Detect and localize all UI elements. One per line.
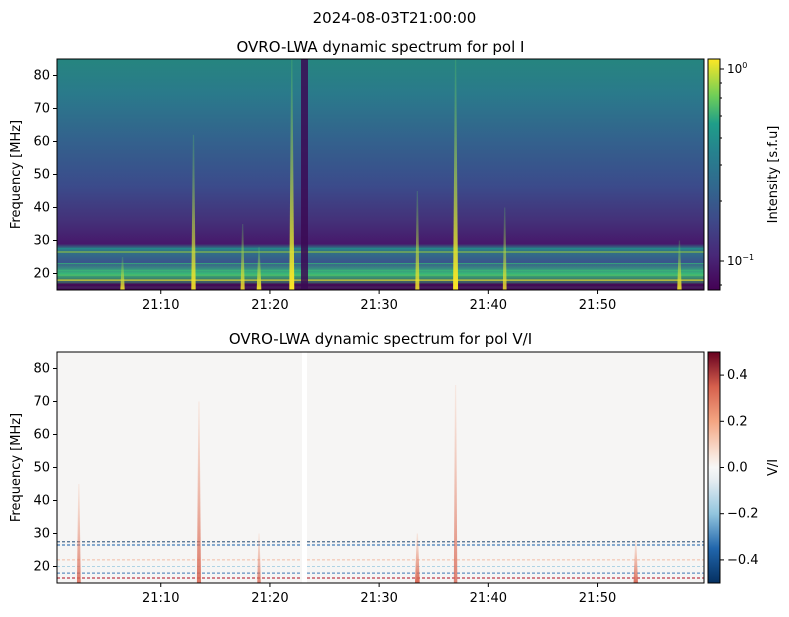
polarization-y-tick-label: 70: [33, 395, 50, 410]
intensity-burst: [240, 224, 245, 290]
intensity-y-tick-label: 50: [33, 168, 50, 183]
polarization-x-tick-label: 21:30: [360, 591, 397, 606]
polarization-rfi-bands: [57, 541, 704, 579]
intensity-heatmap-background: [57, 59, 704, 290]
polarization-data-gap: [302, 352, 307, 583]
polarization-colorbar-tick-label: 0.0: [727, 461, 748, 476]
intensity-burst: [256, 247, 262, 290]
polarization-burst: [415, 533, 420, 583]
intensity-y-tick-label: 30: [33, 234, 50, 249]
polarization-burst: [257, 533, 261, 583]
polarization-heatmap: [57, 352, 704, 583]
intensity-burst: [677, 240, 682, 290]
intensity-burst: [502, 207, 507, 290]
intensity-y-axis-label: Frequency [MHz]: [9, 120, 24, 229]
intensity-data-gap: [301, 59, 308, 290]
polarization-y-axis-label: Frequency [MHz]: [9, 413, 24, 522]
panel-polarization: OVRO-LWA dynamic spectrum for pol V/I 20…: [9, 330, 781, 606]
polarization-colorbar: 0.4 0.2 0.0 −0.2 −0.4 V/I: [707, 351, 781, 584]
intensity-burst: [453, 59, 459, 290]
intensity-y-tick-label: 20: [33, 267, 50, 282]
polarization-y-tick-label: 30: [33, 527, 50, 542]
intensity-colorbar: 100 10−1 Intensity [s.f.u]: [707, 58, 781, 291]
intensity-y-tick-label: 80: [33, 69, 50, 84]
polarization-x-tick-label: 21:10: [142, 591, 179, 606]
polarization-colorbar-tick-label: −0.2: [727, 507, 759, 522]
polarization-y-tick-label: 80: [33, 362, 50, 377]
intensity-colorbar-label: Intensity [s.f.u]: [766, 126, 781, 224]
polarization-burst: [633, 540, 638, 583]
intensity-y-tick-label: 60: [33, 135, 50, 150]
polarization-colorbar-ticks: 0.4 0.2 0.0 −0.2 −0.4: [720, 368, 759, 568]
polarization-burst: [196, 401, 202, 583]
intensity-burst: [289, 59, 295, 290]
polarization-x-axis: 21:10 21:20 21:30 21:40 21:50: [142, 583, 616, 606]
intensity-x-tick-label: 21:20: [251, 298, 288, 313]
polarization-y-tick-label: 40: [33, 494, 50, 509]
intensity-bursts: [120, 59, 682, 290]
polarization-burst: [76, 484, 81, 583]
panel-polarization-title: OVRO-LWA dynamic spectrum for pol V/I: [229, 330, 532, 348]
polarization-burst: [453, 385, 458, 583]
intensity-heatmap: [57, 59, 704, 290]
polarization-colorbar-label: V/I: [766, 459, 781, 476]
intensity-colorbar-tick-1: 100: [727, 61, 747, 76]
intensity-colorbar-gradient: [707, 58, 721, 291]
intensity-rfi-bands: [57, 248, 704, 287]
intensity-x-tick-label: 21:10: [142, 298, 179, 313]
intensity-burst: [120, 257, 125, 290]
panel-intensity-title: OVRO-LWA dynamic spectrum for pol I: [237, 38, 525, 56]
polarization-colorbar-tick-label: 0.2: [727, 414, 748, 429]
polarization-x-tick-label: 21:50: [579, 591, 616, 606]
intensity-x-tick-label: 21:40: [470, 298, 507, 313]
polarization-colorbar-tick-label: −0.4: [727, 553, 759, 568]
polarization-x-tick-label: 21:40: [470, 591, 507, 606]
polarization-colorbar-tick-label: 0.4: [727, 368, 748, 383]
intensity-y-tick-label: 70: [33, 102, 50, 117]
polarization-y-tick-label: 60: [33, 428, 50, 443]
intensity-burst: [191, 134, 196, 290]
panel-intensity: OVRO-LWA dynamic spectrum for pol I 20 30…: [9, 38, 781, 313]
polarization-bursts: [76, 385, 638, 583]
polarization-x-tick-label: 21:20: [251, 591, 288, 606]
intensity-burst: [415, 191, 420, 290]
polarization-colorbar-gradient: [707, 351, 721, 584]
polarization-y-tick-label: 20: [33, 560, 50, 575]
intensity-y-tick-label: 40: [33, 201, 50, 216]
intensity-y-axis: 20 30 40 50 60 70 80: [33, 69, 57, 282]
intensity-colorbar-tick-0: 10−1: [727, 253, 754, 268]
intensity-x-tick-label: 21:30: [360, 298, 397, 313]
intensity-x-tick-label: 21:50: [579, 298, 616, 313]
polarization-y-tick-label: 50: [33, 461, 50, 476]
intensity-x-axis: 21:10 21:20 21:30 21:40 21:50: [142, 290, 616, 313]
polarization-heatmap-background: [57, 352, 704, 583]
figure-suptitle: 2024-08-03T21:00:00: [313, 9, 477, 27]
polarization-y-axis: 20 30 40 50 60 70 80: [33, 362, 57, 575]
